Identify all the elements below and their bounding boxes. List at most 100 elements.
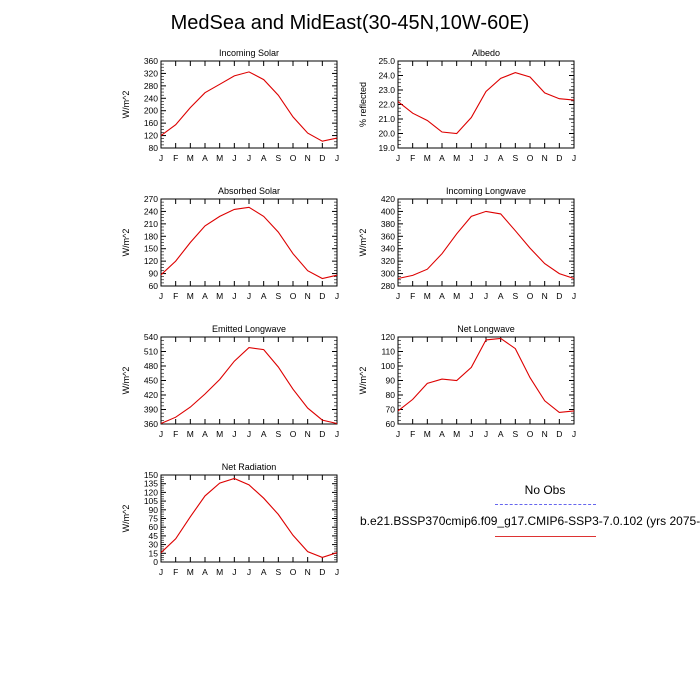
chart-title: Emitted Longwave bbox=[212, 324, 286, 334]
y-tick-label: 100 bbox=[381, 361, 395, 371]
x-tick-label: A bbox=[439, 429, 445, 439]
x-tick-label: O bbox=[527, 153, 534, 163]
x-tick-label: J bbox=[335, 291, 339, 301]
y-tick-label: 510 bbox=[144, 347, 158, 357]
x-tick-label: J bbox=[469, 153, 473, 163]
y-tick-label: 360 bbox=[381, 231, 395, 241]
x-tick-label: J bbox=[247, 291, 251, 301]
plot-frame bbox=[160, 474, 338, 563]
page-title: MedSea and MidEast(30-45N,10W-60E) bbox=[170, 12, 530, 34]
y-tick-label: 75 bbox=[149, 514, 159, 524]
x-tick-label: A bbox=[261, 291, 267, 301]
x-tick-label: A bbox=[202, 567, 208, 577]
x-tick-label: J bbox=[572, 429, 576, 439]
x-tick-label: N bbox=[305, 429, 311, 439]
y-tick-label: 21.0 bbox=[378, 114, 395, 124]
chart-title: Net Longwave bbox=[457, 324, 515, 334]
chart-1: Incoming Solar W/m^2 80 120 160 200 240 280 320 3… bbox=[121, 48, 339, 163]
x-tick-label: J bbox=[484, 153, 488, 163]
plot-frame bbox=[397, 198, 575, 287]
x-tick-label: F bbox=[410, 429, 415, 439]
legend-obs-label: No Obs bbox=[524, 483, 566, 497]
x-tick-label: M bbox=[187, 429, 194, 439]
x-tick-label: O bbox=[290, 429, 297, 439]
x-tick-label: S bbox=[275, 291, 281, 301]
x-tick-label: S bbox=[275, 429, 281, 439]
plot-frame bbox=[397, 60, 575, 149]
y-axis-label: W/m^2 bbox=[358, 229, 368, 257]
x-tick-label: O bbox=[527, 429, 534, 439]
x-tick-label: A bbox=[498, 291, 504, 301]
y-tick-label: 120 bbox=[144, 256, 158, 266]
x-tick-label: J bbox=[396, 153, 400, 163]
x-tick-label: J bbox=[159, 153, 163, 163]
x-tick-label: F bbox=[173, 291, 178, 301]
x-tick-label: A bbox=[261, 429, 267, 439]
y-axis-label: W/m^2 bbox=[358, 367, 368, 395]
y-tick-label: 90 bbox=[386, 376, 396, 386]
x-tick-label: J bbox=[247, 153, 251, 163]
x-tick-label: A bbox=[261, 567, 267, 577]
x-tick-label: F bbox=[410, 291, 415, 301]
y-tick-label: 120 bbox=[381, 332, 395, 342]
x-tick-label: M bbox=[216, 429, 223, 439]
x-tick-label: A bbox=[439, 153, 445, 163]
y-tick-label: 60 bbox=[149, 522, 159, 532]
chart-title: Albedo bbox=[472, 48, 500, 58]
x-tick-label: D bbox=[319, 429, 325, 439]
y-tick-label: 135 bbox=[144, 479, 158, 489]
x-tick-label: J bbox=[469, 429, 473, 439]
series-line bbox=[397, 337, 575, 413]
x-tick-label: M bbox=[453, 153, 460, 163]
y-tick-label: 540 bbox=[144, 332, 158, 342]
y-tick-label: 280 bbox=[144, 81, 158, 91]
x-tick-label: J bbox=[232, 429, 236, 439]
x-tick-label: J bbox=[335, 567, 339, 577]
x-tick-label: D bbox=[319, 567, 325, 577]
y-tick-label: 105 bbox=[144, 496, 158, 506]
x-tick-label: M bbox=[187, 567, 194, 577]
series-line bbox=[160, 347, 338, 425]
chart-4: Incoming Longwave W/m^2 280 300 320 340 360 380… bbox=[358, 186, 576, 301]
plot-frame bbox=[397, 336, 575, 425]
x-tick-label: A bbox=[202, 291, 208, 301]
chart-3: Absorbed Solar W/m^2 60 90 120 150 180 210 240 27… bbox=[121, 186, 339, 301]
x-tick-label: A bbox=[439, 291, 445, 301]
y-tick-label: 120 bbox=[144, 487, 158, 497]
chart-title: Incoming Longwave bbox=[446, 186, 526, 196]
legend-case-label: b.e21.BSSP370cmip6.f09_g17.CMIP6-SSP3-7.… bbox=[360, 514, 700, 528]
y-tick-label: 0 bbox=[153, 557, 158, 567]
chart-5: Emitted Longwave W/m^2 360 390 420 450 480 510 5… bbox=[121, 324, 339, 439]
y-tick-label: 180 bbox=[144, 231, 158, 241]
x-tick-label: J bbox=[484, 429, 488, 439]
x-tick-label: F bbox=[173, 429, 178, 439]
x-tick-label: S bbox=[512, 153, 518, 163]
x-tick-label: F bbox=[410, 153, 415, 163]
y-tick-label: 110 bbox=[381, 347, 395, 357]
y-axis-label: W/m^2 bbox=[121, 229, 131, 257]
x-tick-label: J bbox=[232, 291, 236, 301]
x-tick-label: S bbox=[512, 429, 518, 439]
x-tick-label: J bbox=[159, 291, 163, 301]
y-tick-label: 360 bbox=[144, 56, 158, 66]
y-axis-label: W/m^2 bbox=[121, 91, 131, 119]
x-tick-label: J bbox=[232, 153, 236, 163]
x-tick-label: J bbox=[396, 429, 400, 439]
y-tick-label: 19.0 bbox=[378, 143, 395, 153]
x-tick-label: A bbox=[498, 429, 504, 439]
x-tick-label: D bbox=[319, 153, 325, 163]
x-tick-label: M bbox=[216, 153, 223, 163]
y-tick-label: 70 bbox=[386, 405, 396, 415]
x-tick-label: J bbox=[469, 291, 473, 301]
x-tick-label: J bbox=[247, 429, 251, 439]
y-tick-label: 360 bbox=[144, 419, 158, 429]
legend-obs-line bbox=[495, 504, 596, 505]
series-line bbox=[160, 477, 338, 558]
x-tick-label: F bbox=[173, 153, 178, 163]
series-line bbox=[160, 71, 338, 142]
plot-frame bbox=[160, 198, 338, 287]
x-tick-label: M bbox=[424, 291, 431, 301]
y-tick-label: 240 bbox=[144, 206, 158, 216]
y-tick-label: 420 bbox=[144, 390, 158, 400]
